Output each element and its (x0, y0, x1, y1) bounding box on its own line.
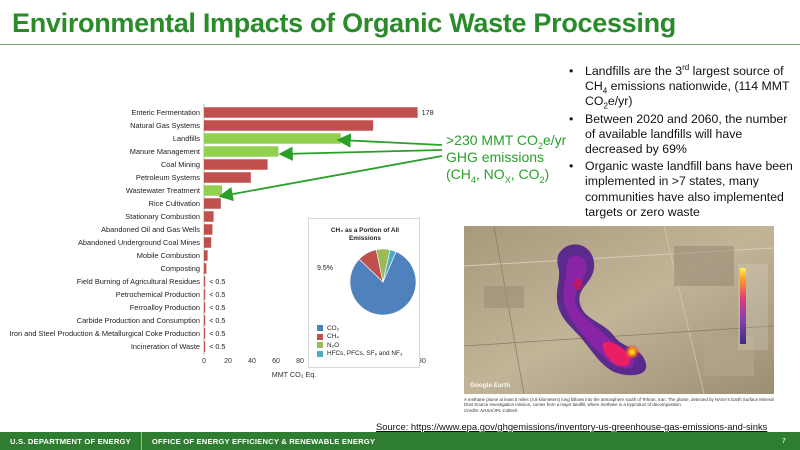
key-facts-list: Landfills are the 3rd largest source of … (565, 63, 797, 222)
satellite-caption-credit: Credits: NASA/JPL-Caltech (464, 407, 518, 413)
pie-legend-item: HFCs, PFCs, SF₆ and NF₃ (317, 350, 403, 359)
bar-ferroalloy-production (204, 302, 206, 313)
bar-manure-management (204, 146, 279, 157)
callout-line3: (CH4, NOX, CO2) (446, 166, 550, 185)
bar-field-burning-of-agricultural-residues (204, 276, 206, 287)
bar-category-label: Abandoned Underground Coal Mines (78, 238, 200, 247)
bar-stationary-combustion (204, 211, 214, 222)
bullet-landfill-decline: Between 2020 and 2060, the number of ava… (565, 112, 797, 158)
x-tick-label: 60 (272, 358, 280, 365)
ghg-callout: >230 MMT CO2e/yr GHG emissions (CH4, NOX… (446, 132, 576, 185)
bar-category-label: Petroleum Systems (136, 173, 200, 182)
footer-separator (140, 432, 142, 450)
pie-legend-item: CO₂ (317, 324, 403, 333)
bar-category-label: Field Burning of Agricultural Residues (77, 277, 201, 286)
bar-value-label: < 0.5 (209, 277, 225, 286)
pie-legend: CO₂ CH₄ N₂O HFCs, PFCs, SF₆ and NF₃ (317, 324, 403, 358)
bar-category-label: Stationary Combustion (125, 212, 200, 221)
bar-incineration-of-waste (204, 341, 206, 352)
callout-line2: GHG emissions (446, 149, 545, 165)
pie-legend-item: N₂O (317, 341, 403, 350)
legend-swatch (317, 333, 323, 340)
google-earth-watermark: Google Earth (470, 382, 511, 389)
bar-value-label: < 0.5 (209, 342, 225, 351)
legend-swatch (317, 350, 323, 357)
legend-swatch (317, 342, 323, 349)
bar-value-label: < 0.5 (209, 290, 225, 299)
bar-petrochemical-production (204, 289, 206, 300)
x-tick-label: 40 (248, 358, 256, 365)
bar-petroleum-systems (204, 172, 251, 183)
bar-wastewater-treatment (204, 185, 222, 196)
bar-category-label: Coal Mining (161, 160, 200, 169)
pie-slice-0 (349, 251, 417, 316)
bar-mobile-combustion (204, 250, 208, 261)
bar-category-label: Rice Cultivation (149, 199, 200, 208)
bar-value-label: 178 (422, 108, 434, 117)
bar-rice-cultivation (204, 198, 221, 209)
bar-natural-gas-systems (204, 120, 374, 131)
bar-category-label: Enteric Fermentation (131, 108, 200, 117)
bar-enteric-fermentation (204, 107, 418, 118)
pie-title: CH₄ as a Portion of All Emissions (309, 227, 421, 243)
bar-abandoned-underground-coal-mines (204, 237, 212, 248)
callout-line1: >230 MMT CO2e/yr (446, 132, 567, 151)
x-axis-title: MMT CO₂ Eq. (272, 370, 317, 379)
pie-title-line1: CH₄ as a Portion of All (330, 227, 400, 234)
bullet-landfill-rank: Landfills are the 3rd largest source of … (565, 63, 797, 110)
bar-coal-mining (204, 159, 268, 170)
bar-category-label: Mobile Combustion (137, 251, 200, 260)
bar-category-label: Wastewater Treatment (126, 186, 200, 195)
methane-plume-satellite-image: Google Earth (464, 226, 774, 394)
legend-label: HFCs, PFCs, SF₆ and NF₃ (327, 350, 403, 358)
x-tick-label: 80 (296, 358, 304, 365)
satellite-caption-main: A methane plume at least 5 miles (4.8 ki… (464, 397, 774, 408)
footer-bar: U.S. DEPARTMENT OF ENERGY OFFICE OF ENER… (0, 432, 800, 450)
bar-composting (204, 263, 207, 274)
bar-value-label: < 0.5 (209, 303, 225, 312)
bar-landfills (204, 133, 341, 144)
bar-carbide-production-and-consumption (204, 315, 206, 326)
bar-category-label: Carbide Production and Consumption (77, 316, 200, 325)
bar-category-label: Ferroalloy Production (130, 303, 200, 312)
x-tick-label: 180 (414, 358, 426, 365)
bar-category-label: Abandoned Oil and Gas Wells (101, 225, 200, 234)
bar-iron-and-steel-production-metallurgical-coke-production (204, 328, 206, 339)
legend-swatch (317, 325, 323, 332)
source-link[interactable]: Source: https://www.epa.gov/ghgemissions… (376, 421, 768, 432)
x-tick-label: 0 (202, 358, 206, 365)
pie-chart (349, 248, 417, 316)
slide-title: Environmental Impacts of Organic Waste P… (12, 8, 676, 38)
legend-label: N₂O (327, 341, 340, 349)
bar-value-label: < 0.5 (209, 329, 225, 338)
page-number: 7 (781, 436, 786, 445)
bar-category-label: Petrochemical Production (116, 290, 200, 299)
bar-category-label: Manure Management (130, 147, 200, 156)
x-tick-label: 20 (224, 358, 232, 365)
bullet-landfill-bans: Organic waste landfill bans have been im… (565, 159, 797, 220)
pie-annotation: 9.5% (317, 265, 333, 272)
footer-department: U.S. DEPARTMENT OF ENERGY (10, 436, 131, 446)
pie-slice-3 (382, 249, 397, 283)
bar-category-label: Composting (161, 264, 200, 273)
bar-category-label: Incineration of Waste (131, 342, 200, 351)
bar-value-label: < 0.5 (209, 316, 225, 325)
pie-legend-item: CH₄ (317, 333, 403, 342)
legend-label: CO₂ (327, 324, 340, 332)
bar-category-label: Landfills (173, 134, 200, 143)
satellite-caption: A methane plume at least 5 miles (4.8 ki… (464, 397, 776, 413)
legend-label: CH₄ (327, 333, 339, 341)
pie-title-line2: Emissions (349, 235, 381, 242)
bar-category-label: Iron and Steel Production & Metallurgica… (9, 329, 200, 338)
bar-abandoned-oil-and-gas-wells (204, 224, 213, 235)
title-divider (0, 44, 800, 45)
bar-category-label: Natural Gas Systems (130, 121, 200, 130)
footer-office: OFFICE OF ENERGY EFFICIENCY & RENEWABLE … (151, 436, 376, 446)
methane-share-pie-inset: CH₄ as a Portion of All Emissions 9.5% C… (308, 218, 420, 368)
